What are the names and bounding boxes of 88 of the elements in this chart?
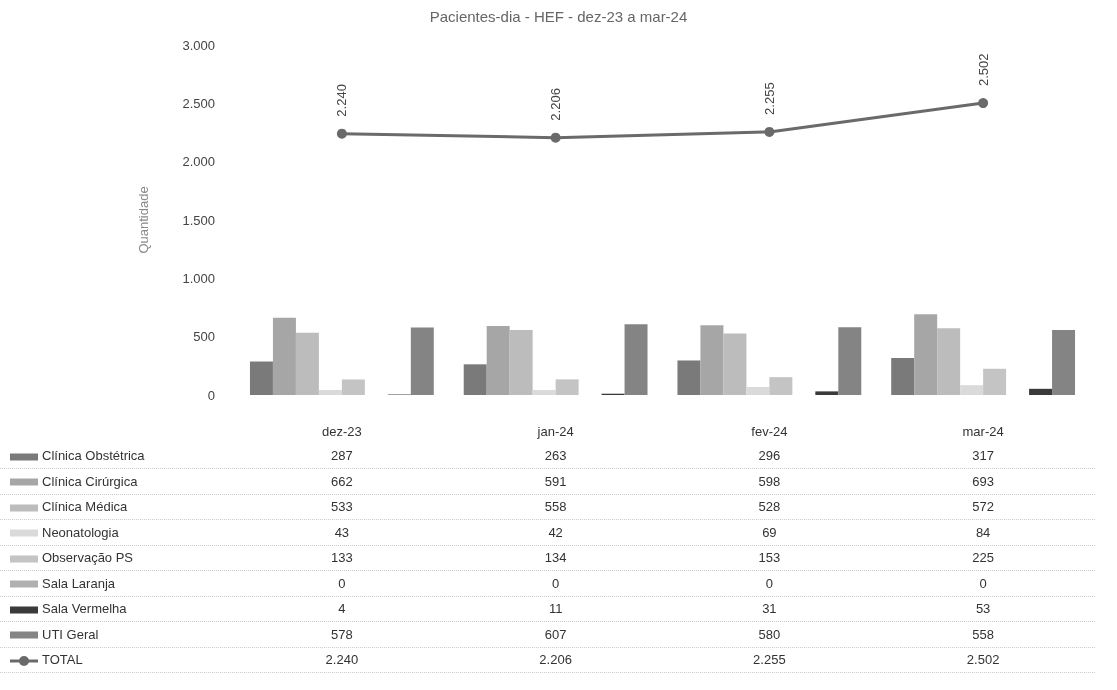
bar	[769, 377, 793, 395]
data-label: 31	[761, 601, 778, 616]
text: 2.255	[761, 82, 777, 115]
bar	[891, 358, 915, 395]
x-tick-label: jan-24	[536, 424, 574, 439]
data-label: 287	[330, 448, 354, 463]
bar	[983, 368, 1007, 395]
data-label: 225	[971, 550, 995, 565]
y-tick-label: 1.500	[182, 212, 215, 228]
bar	[555, 379, 579, 395]
bar	[960, 385, 984, 395]
data-label: 580	[757, 626, 782, 642]
legend-label: Neonatologia	[41, 524, 119, 540]
bar	[532, 390, 556, 395]
x-tick-label: dez-23	[322, 424, 362, 439]
legend-label: Observação PS	[41, 550, 134, 565]
data-label: 133	[330, 550, 354, 565]
bar	[463, 364, 487, 395]
legend-label: Clínica Obstétrica	[41, 448, 145, 463]
legend-label: UTI Geral	[41, 626, 99, 642]
bar	[624, 324, 648, 395]
legend-label: Clínica Cirúrgica	[41, 473, 138, 489]
x-tick-label: mar-24	[962, 424, 1004, 439]
bar	[746, 386, 770, 395]
legend-label: TOTAL	[41, 652, 83, 667]
data-label: 662	[330, 473, 354, 489]
bar	[341, 379, 365, 395]
text: 2.206	[548, 88, 564, 121]
chart-title: Pacientes-dia - HEF - dez-23 a mar-24	[429, 8, 688, 25]
y-tick-label: 3.000	[182, 37, 215, 53]
y-tick-label: 1.000	[182, 270, 215, 286]
y-axis-title: Quantidade	[136, 186, 151, 254]
data-label: 84	[974, 524, 992, 540]
legend-label: Sala Laranja	[41, 575, 115, 591]
bar	[723, 333, 747, 395]
x-tick-label: fev-24	[751, 424, 788, 439]
y-tick-label: 2.500	[182, 95, 215, 111]
data-label: 296	[757, 448, 782, 463]
data-label: 2.502	[965, 652, 1001, 667]
data-label: 2.206	[538, 652, 573, 667]
bar	[295, 332, 319, 395]
data-label: 598	[757, 473, 782, 489]
y-tick-label: 2.000	[182, 154, 215, 170]
y-tick-label: 0	[207, 387, 215, 403]
data-label: 69	[761, 524, 778, 540]
data-label: 607	[543, 626, 568, 642]
data-label: 263	[543, 448, 568, 463]
bar	[318, 389, 342, 395]
data-label: 134	[543, 550, 568, 565]
data-label: 317	[971, 448, 995, 463]
bar	[272, 317, 296, 395]
data-label: 2.255	[752, 652, 787, 667]
data-label: 42	[547, 524, 564, 540]
data-label: 0	[337, 575, 347, 591]
text: 2.502	[975, 53, 991, 87]
bar	[1052, 329, 1076, 395]
bar	[249, 361, 273, 395]
bar	[1029, 388, 1053, 395]
bar	[937, 328, 961, 395]
data-label: 591	[543, 473, 568, 489]
legend-label: Clínica Médica	[41, 499, 128, 514]
y-tick-label: 500	[193, 329, 215, 345]
bar	[509, 329, 533, 395]
data-label: 0	[764, 575, 774, 591]
data-label: 572	[971, 499, 995, 514]
data-label: 4	[337, 601, 347, 616]
data-label: 693	[971, 473, 995, 489]
data-label: 533	[330, 499, 354, 514]
data-label: 11	[547, 601, 564, 616]
bar	[838, 327, 862, 395]
bar	[815, 391, 839, 395]
data-label: 528	[757, 499, 782, 514]
data-label: 2.240	[324, 652, 360, 667]
bar	[914, 314, 938, 395]
data-label: 558	[971, 626, 995, 642]
bar	[677, 360, 701, 395]
data-label: 578	[330, 626, 354, 642]
data-label: 43	[333, 524, 351, 540]
text: 2.240	[334, 84, 350, 117]
data-label: 558	[543, 499, 568, 514]
data-label: 153	[757, 550, 782, 565]
data-label: 0	[551, 575, 561, 591]
bar	[700, 325, 724, 395]
legend-label: Sala Vermelha	[41, 601, 127, 616]
bar	[486, 326, 510, 395]
bar	[410, 327, 434, 395]
data-label: 53	[974, 601, 992, 616]
data-label: 0	[978, 575, 988, 591]
